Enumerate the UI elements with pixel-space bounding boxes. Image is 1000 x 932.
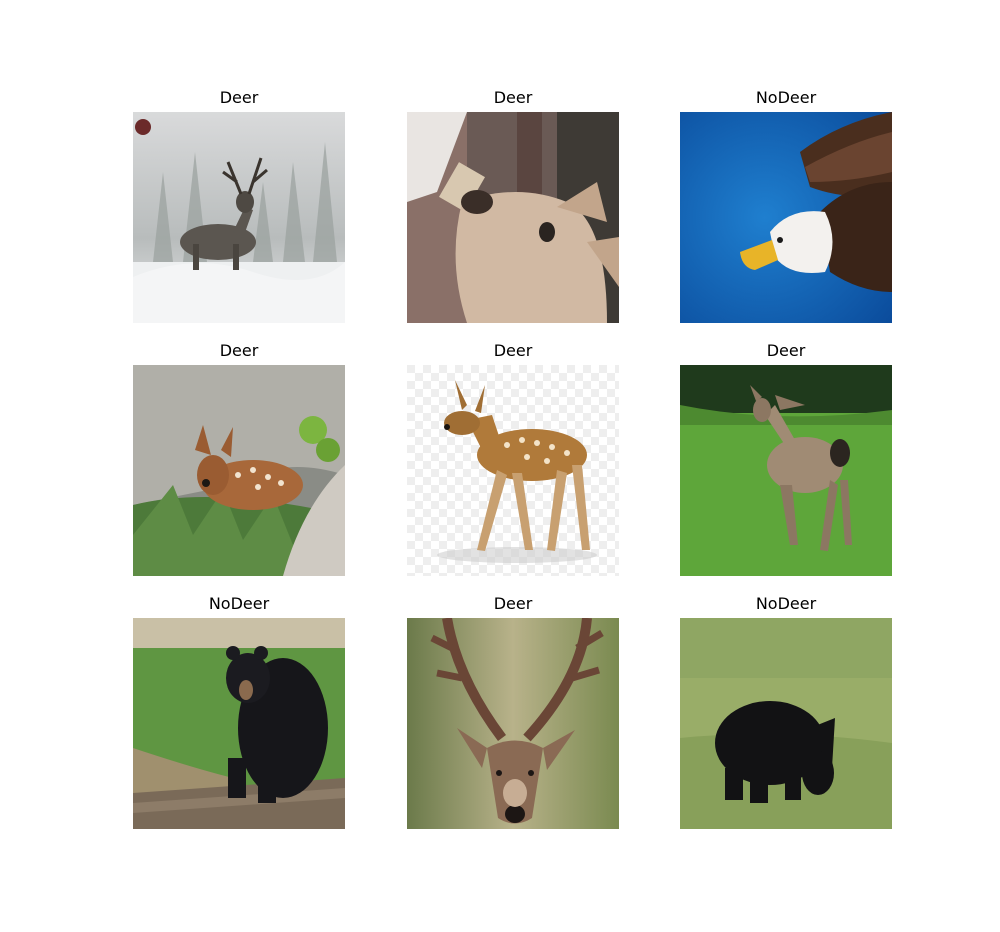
bald-eagle-image	[680, 112, 892, 323]
panel-title: NoDeer	[755, 88, 817, 107]
panel-title: NoDeer	[208, 594, 270, 613]
fawn-resting-image	[133, 365, 345, 576]
panel-title: NoDeer	[755, 594, 817, 613]
fawn-standing-image	[407, 365, 619, 576]
doe-on-grass-image	[680, 365, 892, 576]
panel-title: Deer	[493, 594, 533, 613]
panel-title: Deer	[219, 341, 259, 360]
black-bear-sitting-image	[133, 618, 345, 829]
panel-title: Deer	[219, 88, 259, 107]
panel-title: Deer	[493, 88, 533, 107]
deer-in-snow-image	[133, 112, 345, 323]
fawn-bottle-image	[407, 112, 619, 323]
panel-title: Deer	[493, 341, 533, 360]
panel-title: Deer	[766, 341, 806, 360]
buck-antlers-image	[407, 618, 619, 829]
black-bear-grazing-image	[680, 618, 892, 829]
